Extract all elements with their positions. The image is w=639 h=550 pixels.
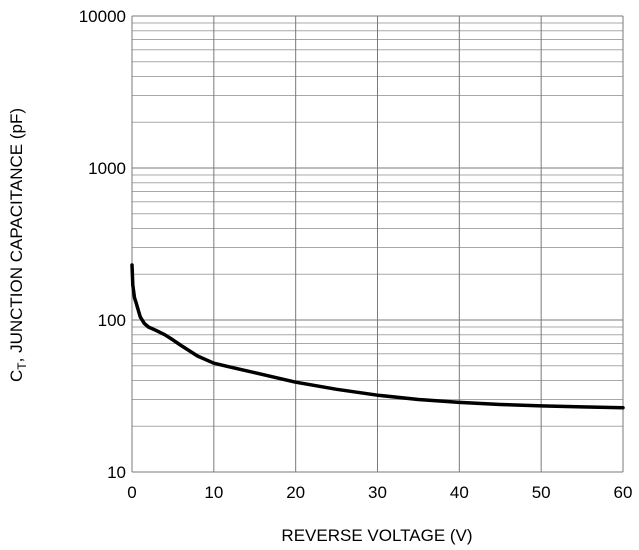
x-tick-label: 40: [450, 483, 469, 502]
y-tick-label: 1000: [88, 159, 126, 178]
grid: [131, 15, 624, 473]
x-tick-label: 0: [127, 483, 136, 502]
x-tick-label: 50: [532, 483, 551, 502]
y-tick-label: 10: [107, 463, 126, 482]
y-tick-label: 100: [98, 311, 126, 330]
x-tick-label: 60: [614, 483, 633, 502]
x-tick-label: 20: [286, 483, 305, 502]
y-axis-label: CT, JUNCTION CAPACITANCE (pF): [7, 108, 29, 382]
x-tick-label: 10: [204, 483, 223, 502]
x-axis-label: REVERSE VOLTAGE (V): [281, 526, 472, 545]
series-line: [130, 263, 625, 410]
x-tick-label: 30: [368, 483, 387, 502]
curves: [130, 263, 625, 410]
y-tick-label: 10000: [79, 7, 126, 26]
